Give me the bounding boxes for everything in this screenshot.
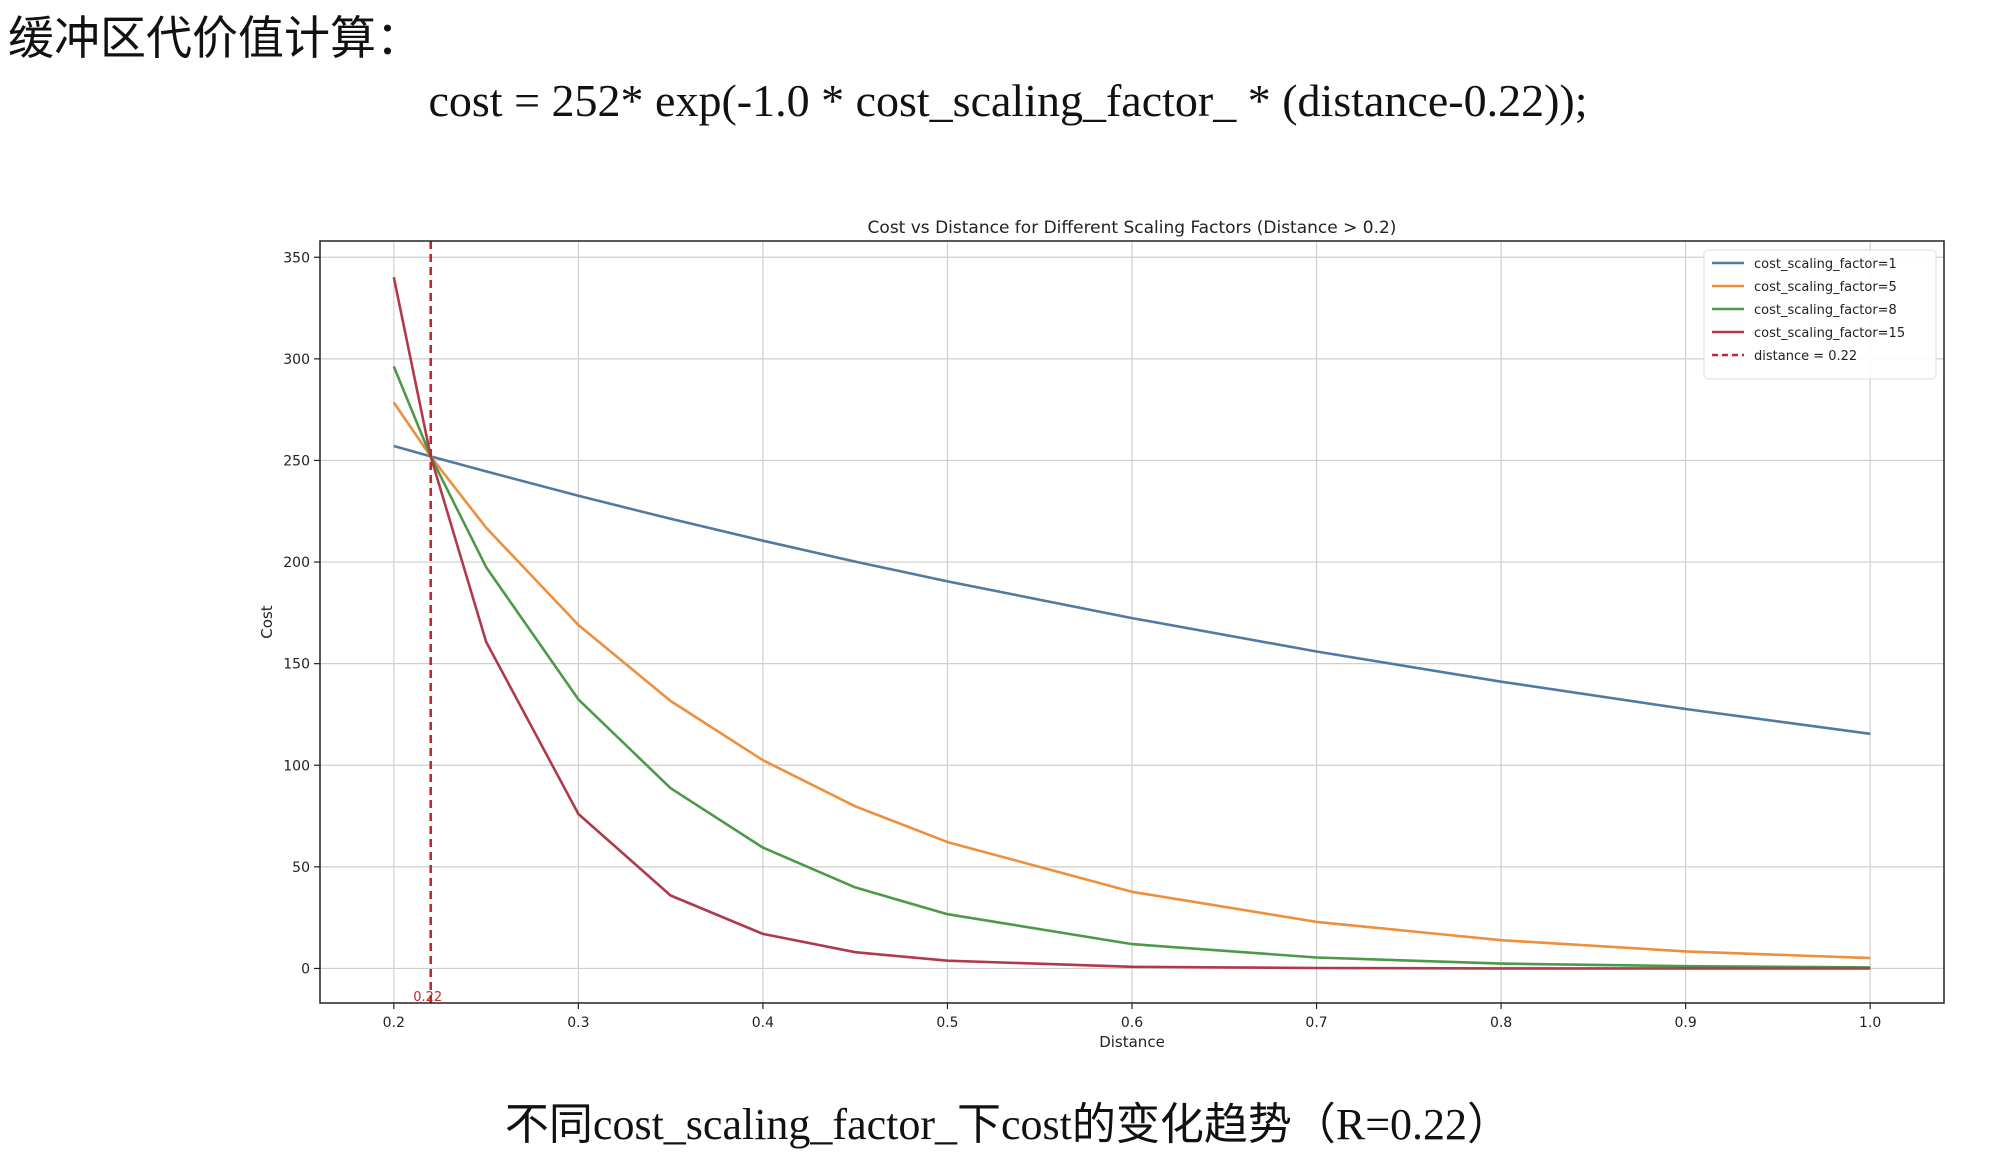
y-tick-label: 0 (301, 961, 310, 977)
series-lines (392, 276, 1871, 970)
x-tick-label: 0.8 (1490, 1015, 1512, 1031)
y-tick-label: 150 (283, 657, 310, 673)
x-tick-label: 0.9 (1675, 1015, 1697, 1031)
reference-line-label: 0.22 (413, 990, 442, 1005)
x-tick-label: 1.0 (1859, 1015, 1881, 1031)
y-tick-label: 350 (283, 250, 310, 266)
x-tick-label: 0.3 (567, 1015, 589, 1031)
slide-heading: 缓冲区代价值计算： (8, 11, 422, 65)
y-tick-label: 300 (283, 352, 310, 368)
y-tick-label: 50 (292, 860, 310, 876)
y-tick-label: 250 (283, 453, 310, 469)
reference-line-group: 0.22 (413, 241, 442, 1005)
cost-formula: cost = 252* exp(-1.0 * cost_scaling_fact… (428, 75, 1588, 126)
legend-label-3: cost_scaling_factor=8 (1754, 303, 1897, 318)
y-axis-label: Cost (258, 605, 276, 638)
legend-box (1703, 249, 1937, 380)
series-line-1 (393, 444, 1871, 736)
chart-title: Cost vs Distance for Different Scaling F… (868, 218, 1397, 238)
x-axis-label: Distance (1099, 1033, 1165, 1051)
y-tick-label: 200 (283, 555, 310, 571)
x-tick-label: 0.5 (936, 1015, 958, 1031)
legend-label-4: cost_scaling_factor=15 (1754, 326, 1905, 341)
series-line-3 (392, 365, 1871, 969)
legend: cost_scaling_factor=1 cost_scaling_factor… (1703, 249, 1937, 380)
x-tick-label: 0.6 (1121, 1015, 1143, 1031)
x-tick-label: 0.7 (1305, 1015, 1327, 1031)
series-line-4 (392, 276, 1871, 970)
series-line-2 (392, 401, 1871, 960)
legend-label-1: cost_scaling_factor=1 (1754, 257, 1897, 272)
x-tick-label: 0.4 (752, 1015, 774, 1031)
grid-lines (320, 241, 1944, 1003)
x-axis-ticks: 0.2 0.3 0.4 0.5 0.6 0.7 0.8 0.9 1.0 (383, 1003, 1881, 1031)
legend-label-5: distance = 0.22 (1754, 349, 1857, 364)
y-axis-ticks: 0 50 100 150 200 250 300 350 (283, 250, 320, 977)
legend-label-2: cost_scaling_factor=5 (1754, 280, 1897, 295)
y-tick-label: 100 (283, 758, 310, 774)
x-tick-label: 0.2 (383, 1015, 405, 1031)
chart-caption: 不同cost_scaling_factor_下cost的变化趋势（R=0.22） (504, 1100, 1512, 1149)
